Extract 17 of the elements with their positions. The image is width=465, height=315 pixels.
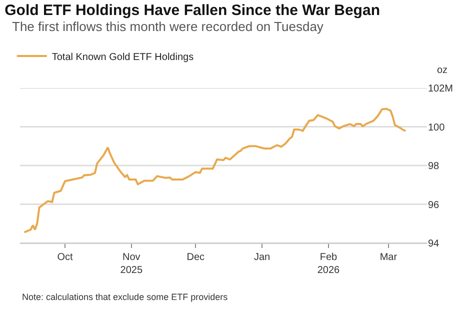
y-axis-title: oz	[437, 65, 448, 76]
text: Note: calculations that exclude some ETF providers	[22, 292, 228, 302]
x-tick-label: Dec	[186, 252, 205, 263]
line-series	[23, 108, 407, 234]
y-tick-label: 98	[428, 161, 440, 172]
y-tick-label: 102M	[428, 84, 454, 94]
legend-label: Total Known Gold ETF Holdings	[52, 52, 194, 63]
y-tick-label: 96	[428, 200, 440, 211]
chart-title: Gold ETF Holdings Have Fallen Since the War Began	[4, 2, 380, 20]
x-tick-label: Nov 2025	[120, 252, 143, 276]
x-tick-label: Feb 2026	[317, 252, 340, 276]
y-tick-label: 94	[428, 238, 440, 250]
chart-subtitle: The first inflows this month were recorded on Tuesday	[12, 19, 324, 34]
x-tick-label: Jan	[254, 252, 270, 263]
y-tick-label: 100	[428, 122, 446, 134]
x-tick-label: Mar	[380, 252, 398, 263]
x-tick-label: Oct	[57, 252, 73, 263]
